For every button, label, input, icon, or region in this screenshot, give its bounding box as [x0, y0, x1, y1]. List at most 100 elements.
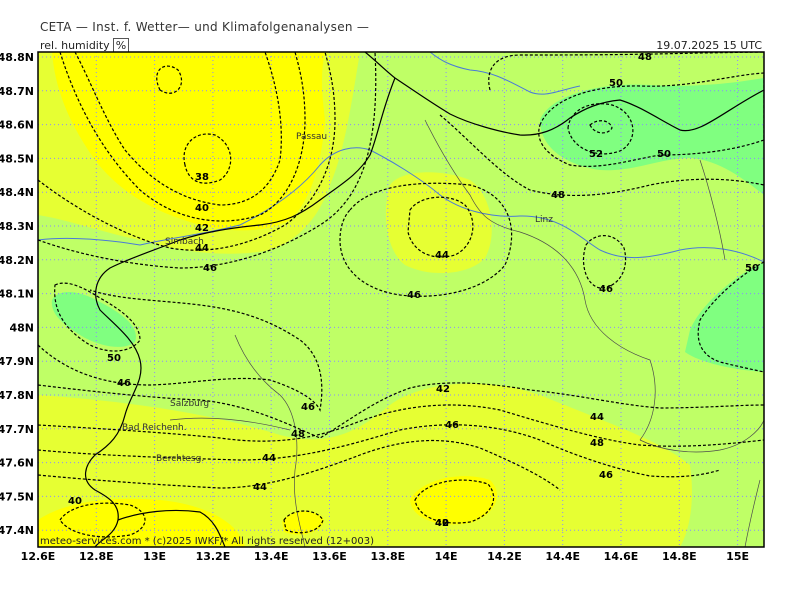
vltava-river: [429, 52, 581, 95]
lon-tick-label: 14.8E: [662, 550, 697, 563]
contour-46-north: [38, 52, 377, 269]
contour-label: 48: [291, 429, 305, 440]
field-above-50-west: [51, 291, 136, 347]
city-label: Bad Reichenh.: [122, 423, 187, 433]
chart-title: CETA — Inst. f. Wetter— und Klimafolgena…: [40, 20, 370, 34]
city-labels: Passau Linz Simbach Salzburg Bad Reichenh. Be…: [122, 132, 553, 464]
border-germany-austria: [85, 77, 396, 547]
border-czech: [364, 52, 764, 136]
contour-50-west: [54, 282, 141, 352]
contour-48-north: [488, 52, 764, 91]
field-40-44-south: [38, 383, 692, 547]
lat-tick-label: 48.4N: [0, 186, 34, 199]
contour-44-center: [407, 196, 474, 258]
contour-label: 46: [599, 284, 613, 295]
contour-42-north: [59, 52, 306, 222]
contour-label: 44: [590, 412, 604, 423]
lat-tick-label: 47.8N: [0, 389, 34, 402]
contour-label: 40: [195, 203, 209, 214]
lon-tick-label: 14.4E: [545, 550, 580, 563]
city-label: Simbach: [165, 237, 204, 247]
lon-tick-label: 14E: [435, 550, 458, 563]
contour-40-south: [414, 479, 494, 524]
lon-tick-label: 15E: [726, 550, 749, 563]
contour-label: 44: [435, 250, 449, 261]
contour-label: 40: [435, 518, 449, 529]
lat-tick-label: 47.5N: [0, 490, 34, 503]
contour-46-center: [339, 182, 513, 297]
contour-label: 48: [590, 438, 604, 449]
lat-tick-label: 47.9N: [0, 355, 34, 368]
parameter-name: rel. humidity: [40, 39, 110, 52]
contour-label: 46: [407, 290, 421, 301]
contour-label: 40: [68, 496, 82, 507]
lat-tick-label: 48.2N: [0, 254, 34, 267]
contour-42-south: [38, 439, 561, 491]
contour-label: 42: [435, 518, 449, 529]
lon-tick-label: 13.4E: [254, 550, 289, 563]
lon-tick-label: 13.8E: [370, 550, 405, 563]
contour-36: [156, 65, 183, 94]
contour-label: 44: [253, 482, 267, 493]
rivers: [38, 52, 764, 263]
city-label: Berchtesg.: [156, 454, 204, 464]
lon-tick-label: 13.2E: [196, 550, 231, 563]
lat-tick-label: 48.8N: [0, 51, 34, 64]
contour-label: 50: [107, 353, 121, 364]
field-above-50-east: [685, 262, 764, 372]
lat-tick-label: 48N: [9, 321, 34, 334]
contour-46-east: [582, 235, 627, 289]
contour-44-south: [38, 424, 721, 478]
contour-label: 46: [301, 402, 315, 413]
contour-label: 46: [445, 420, 459, 431]
valid-time: 19.07.2025 15 UTC: [656, 39, 762, 52]
contour-48-east: [439, 114, 764, 197]
contour-label: 50: [609, 78, 623, 89]
parameter-unit: %: [112, 38, 130, 53]
footer-copyright: meteo-services.com * (c)2025 IWKF/* All …: [40, 536, 374, 547]
contour-label: 38: [195, 172, 209, 183]
lat-tick-label: 48.5N: [0, 152, 34, 165]
lon-tick-label: 14.6E: [604, 550, 639, 563]
map-fields: [38, 52, 764, 547]
lat-axis: 48.8N 48.7N 48.6N 48.5N 48.4N 48.3N 48.2N 48.1N…: [0, 51, 34, 537]
contour-label: 46: [599, 470, 613, 481]
field-below-40-south2: [282, 511, 324, 535]
parameter-label: rel. humidity%: [40, 38, 130, 53]
city-label: Linz: [535, 215, 553, 225]
contour-label: 48: [638, 52, 652, 63]
lon-tick-label: 13E: [143, 550, 166, 563]
lat-tick-label: 48.3N: [0, 220, 34, 233]
contour-label: 46: [203, 263, 217, 274]
contour-50-east: [697, 261, 764, 373]
lon-tick-label: 14.2E: [487, 550, 522, 563]
lat-tick-label: 47.7N: [0, 423, 34, 436]
contour-label: 50: [745, 263, 759, 274]
country-borders: [85, 52, 764, 547]
lon-tick-label: 13.6E: [312, 550, 347, 563]
lat-tick-label: 48.7N: [0, 85, 34, 98]
contour-52-inner: [589, 120, 613, 134]
contour-38: [183, 133, 232, 184]
contour-50-northeast: [538, 72, 764, 167]
lat-tick-label: 47.4N: [0, 524, 34, 537]
city-label: Salzburg: [170, 399, 209, 409]
field-below-40-northwest: [52, 52, 325, 231]
contour-label: 48: [551, 190, 565, 201]
contour-46-south: [38, 404, 764, 447]
contour-label: 52: [589, 149, 603, 160]
contour-lines: [38, 52, 764, 538]
contour-label: 50: [657, 149, 671, 160]
contour-label: 44: [195, 243, 209, 254]
contour-label: 42: [436, 384, 450, 395]
contour-48-west: [38, 289, 323, 412]
map-frame: [37, 51, 765, 548]
contour-40-north: [74, 52, 282, 206]
lat-tick-label: 48.1N: [0, 288, 34, 301]
contour-48-south: [38, 382, 764, 439]
lon-tick-label: 12.6E: [21, 550, 56, 563]
contour-label: 44: [262, 453, 276, 464]
danube-river: [38, 147, 764, 263]
